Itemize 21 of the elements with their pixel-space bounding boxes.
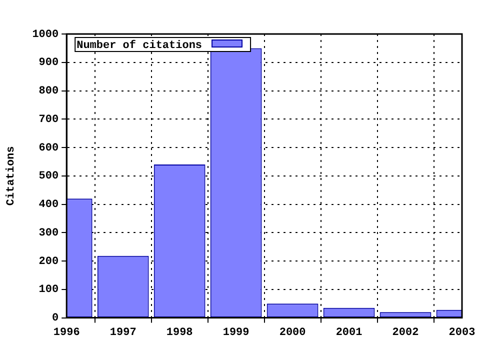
legend-label: Number of citations <box>76 38 202 52</box>
y-tick-label: 1000 <box>32 28 59 41</box>
x-tick-label: 1997 <box>110 327 136 340</box>
y-tick-label: 0 <box>52 312 59 325</box>
y-tick-label: 400 <box>38 199 59 212</box>
x-tick-label: 1998 <box>166 327 194 340</box>
y-tick-label: 700 <box>38 114 59 126</box>
x-tick-label: 2001 <box>336 327 363 340</box>
y-tick-label: 300 <box>38 227 59 240</box>
y-tick-label: 900 <box>38 57 59 70</box>
y-tick-label: 600 <box>38 142 59 154</box>
y-tick-label: 200 <box>38 256 59 268</box>
y-tick-label: 800 <box>38 86 59 98</box>
y-tick-label: 500 <box>38 170 59 183</box>
x-tick-label: 2002 <box>392 327 419 340</box>
x-tick-label: 2000 <box>279 327 306 340</box>
x-tick-label: 1996 <box>53 327 80 340</box>
y-tick-label: 100 <box>38 284 59 296</box>
y-axis-title: Citations <box>5 146 18 206</box>
x-tick-label: 2003 <box>448 327 476 340</box>
x-tick-label: 1999 <box>222 327 250 340</box>
